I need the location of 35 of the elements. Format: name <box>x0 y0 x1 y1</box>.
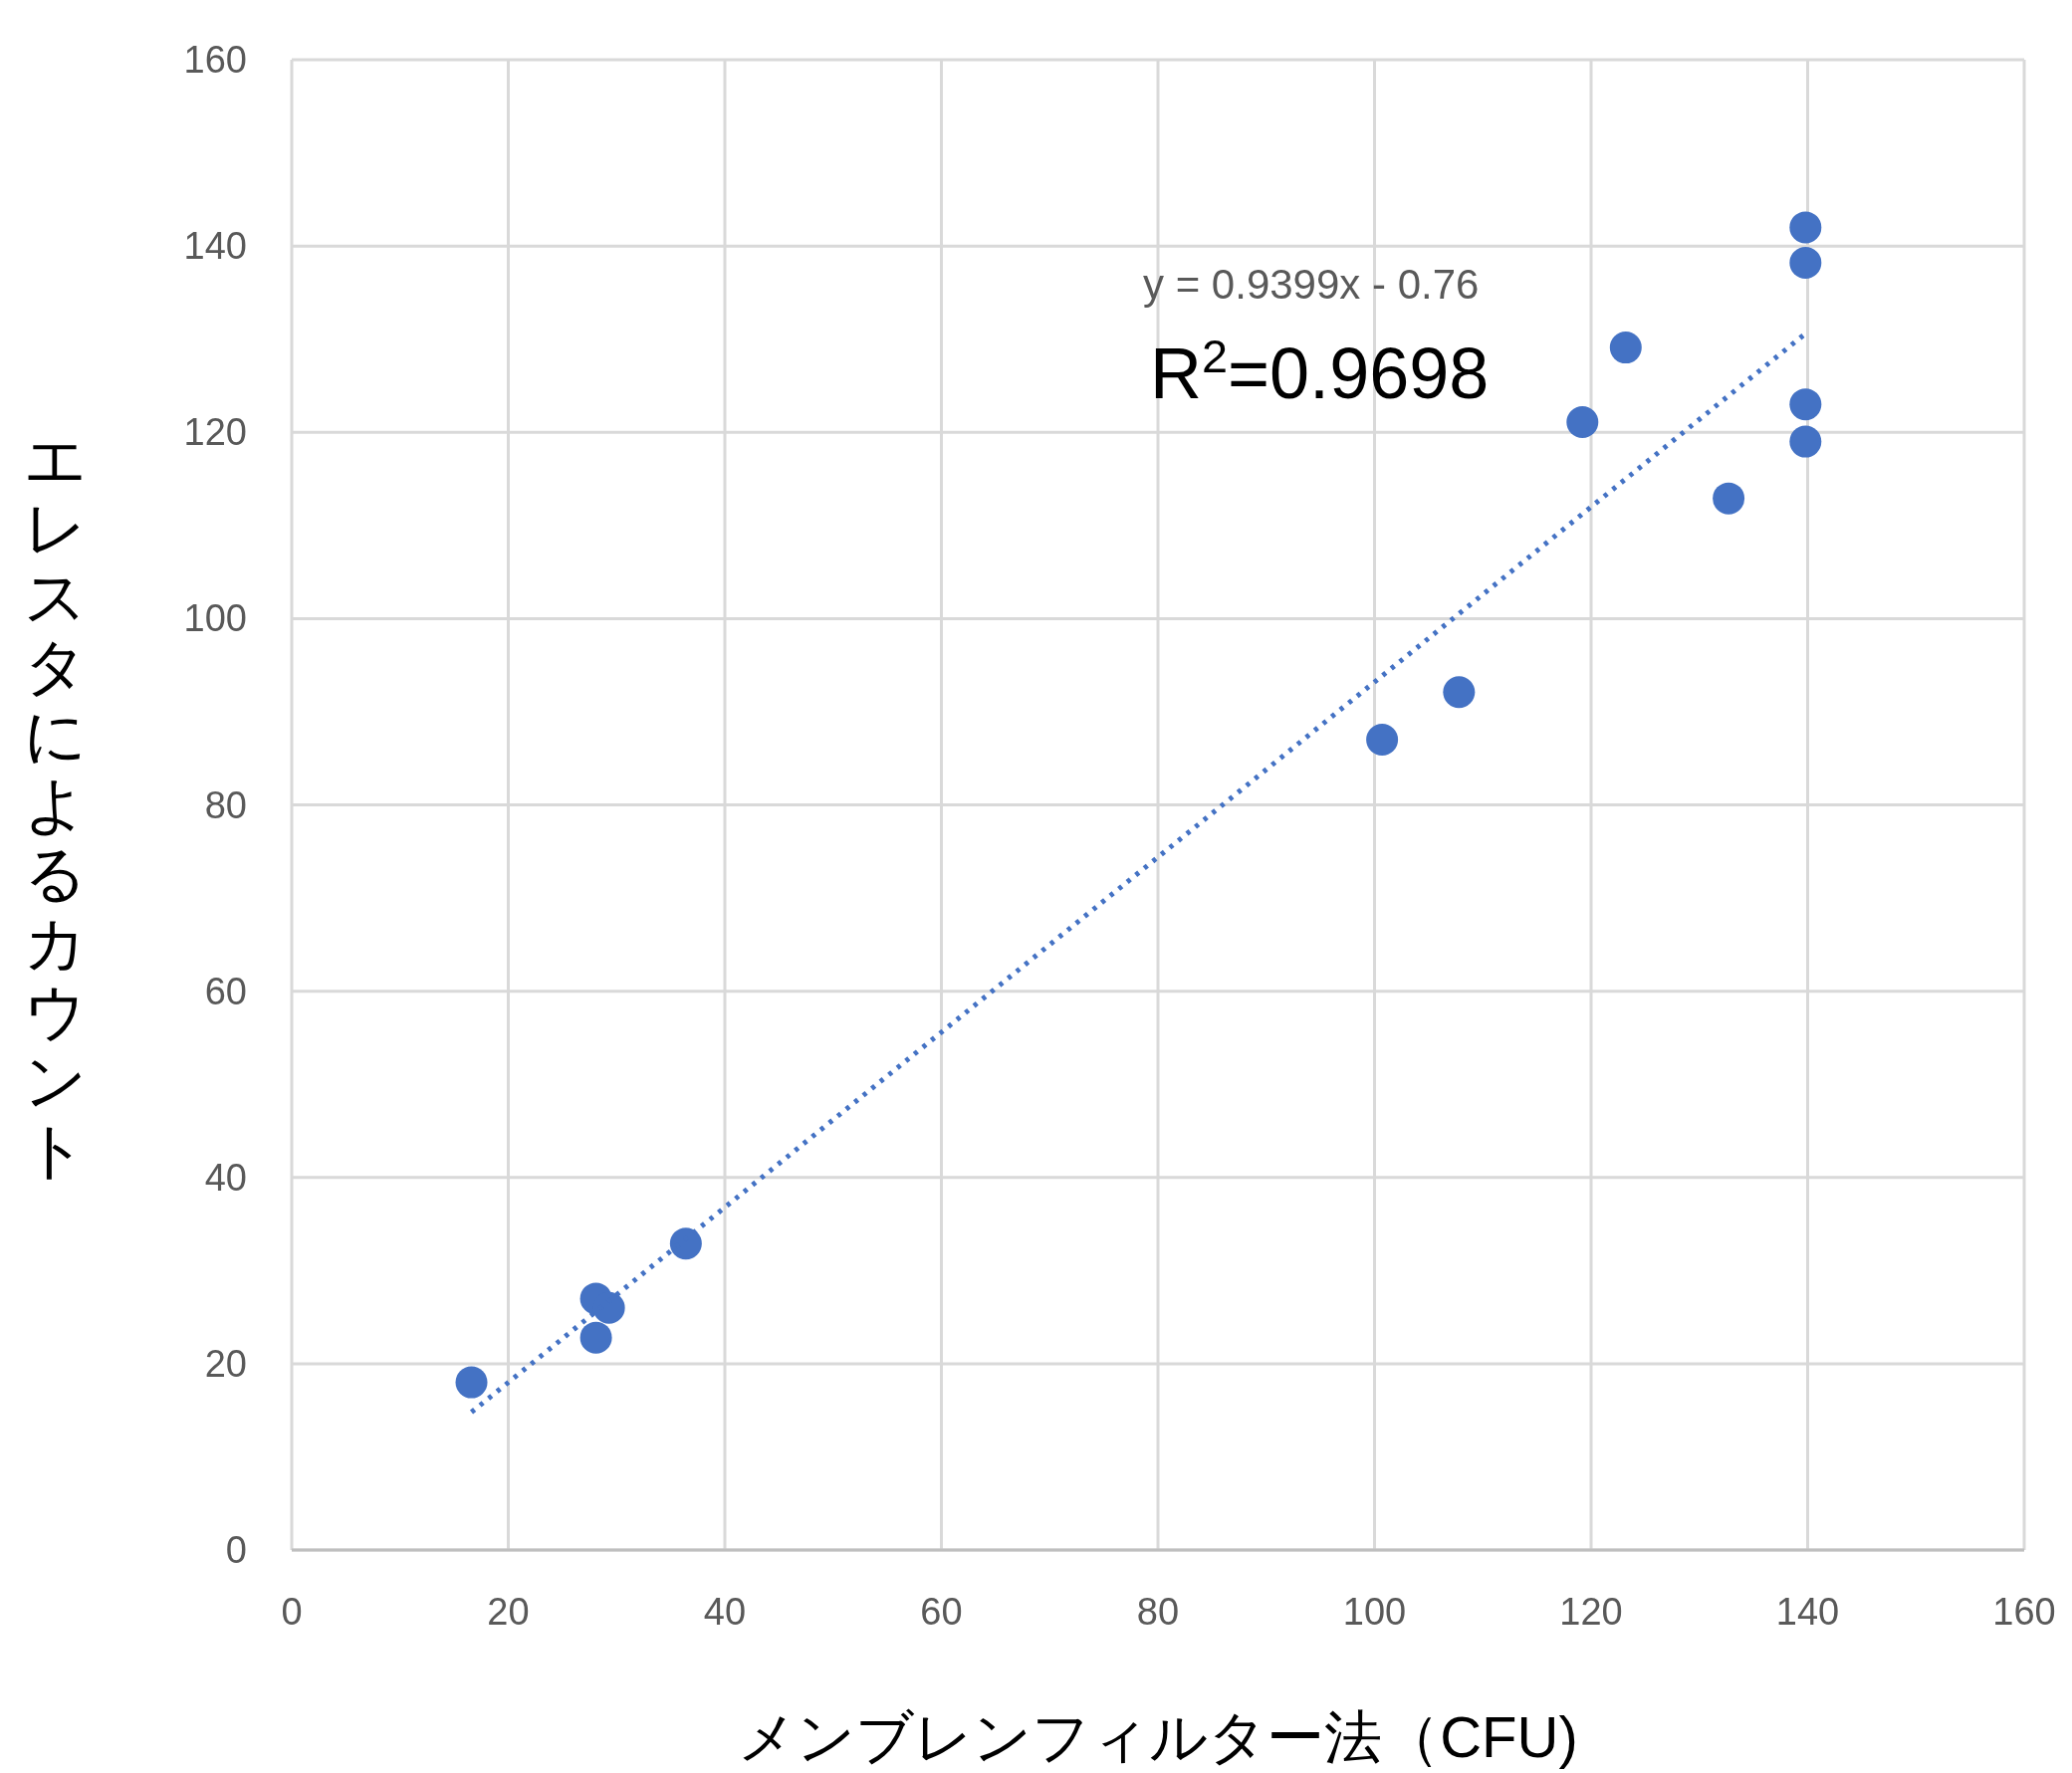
point <box>1789 425 1822 458</box>
point <box>579 1321 612 1354</box>
y-tick-label: 0 <box>225 1529 247 1571</box>
x-tick-label: 80 <box>1136 1591 1180 1633</box>
x-tick-label: 140 <box>1775 1591 1840 1633</box>
x-tick-label: 40 <box>703 1591 747 1633</box>
y-tick-label: 40 <box>204 1156 247 1199</box>
x-tick-label: 100 <box>1342 1591 1407 1633</box>
point <box>1789 246 1822 279</box>
point <box>592 1291 625 1324</box>
point <box>455 1366 488 1399</box>
y-tick-label: 140 <box>183 225 247 268</box>
point <box>1366 724 1399 757</box>
point <box>1789 388 1822 421</box>
point <box>1443 676 1476 709</box>
y-tick-label: 120 <box>183 411 247 454</box>
y-tick-label: 80 <box>204 783 247 826</box>
y-tick-label: 20 <box>204 1342 247 1385</box>
x-tick-label: 20 <box>487 1591 530 1633</box>
annotation: y = 0.9399x - 0.76 <box>1143 261 1480 308</box>
point <box>1789 211 1822 244</box>
x-tick-label: 60 <box>920 1591 963 1633</box>
point <box>669 1227 702 1260</box>
x-tick-label: 0 <box>281 1591 303 1633</box>
y-tick-label: 100 <box>183 597 247 640</box>
x-tick-label: 120 <box>1559 1591 1623 1633</box>
y-tick-label: 160 <box>183 39 247 81</box>
x-axis-title: メンブレンフィルター法（CFU) <box>738 1704 1578 1769</box>
x-tick-label: 160 <box>1992 1591 2056 1633</box>
point <box>1713 482 1745 515</box>
point <box>1609 332 1642 364</box>
y-tick-label: 60 <box>204 970 247 1012</box>
text: エレスタによるカウント <box>23 424 87 1185</box>
annotation: R$^{2}$=0.9698 <box>1150 331 1490 413</box>
point <box>1566 405 1599 438</box>
